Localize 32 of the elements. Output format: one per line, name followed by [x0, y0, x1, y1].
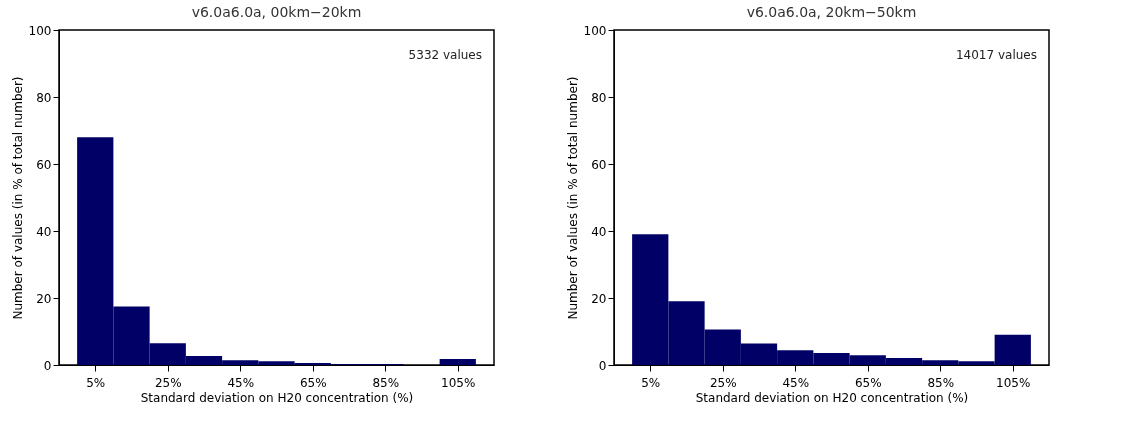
- y-tick-label: 60: [591, 157, 607, 172]
- x-tick-label: 5%: [86, 375, 106, 390]
- x-tick-label: 25%: [154, 375, 182, 390]
- x-tick-label: 85%: [372, 375, 400, 390]
- y-tick-label: 0: [598, 358, 607, 373]
- x-tick-label: 85%: [927, 375, 955, 390]
- x-tick-label: 45%: [782, 375, 810, 390]
- y-tick-label: 80: [591, 90, 607, 105]
- x-axis-title: Standard deviation on H20 concentration (%): [695, 390, 969, 405]
- x-tick-label: 65%: [299, 375, 327, 390]
- y-tick-label: 20: [36, 291, 52, 306]
- y-axis-title: Number of values (in % of total number): [10, 76, 25, 320]
- y-tick-label: 20: [591, 291, 607, 306]
- y-tick-label: 0: [43, 358, 52, 373]
- y-tick-label: 40: [591, 224, 607, 239]
- x-tick-label: 45%: [227, 375, 255, 390]
- x-axis-title: Standard deviation on H20 concentration (%): [140, 390, 414, 405]
- x-tick-label: 5%: [641, 375, 661, 390]
- x-tick-label: 105%: [441, 375, 476, 390]
- y-tick-label: 100: [28, 23, 52, 38]
- y-tick-label: 100: [583, 23, 607, 38]
- x-tick-label: 105%: [996, 375, 1031, 390]
- y-axis-title: Number of values (in % of total number): [565, 76, 580, 320]
- y-tick-label: 40: [36, 224, 52, 239]
- y-tick-label: 60: [36, 157, 52, 172]
- y-tick-label: 80: [36, 90, 52, 105]
- x-tick-label: 65%: [854, 375, 882, 390]
- chart-title: v6.0a6.0a, 00km−20km: [191, 4, 362, 20]
- annotation: 14017 values: [955, 48, 1037, 62]
- x-tick-label: 25%: [709, 375, 737, 390]
- chart-title: v6.0a6.0a, 20km−50km: [746, 4, 917, 20]
- annotation: 5332 values: [408, 48, 482, 62]
